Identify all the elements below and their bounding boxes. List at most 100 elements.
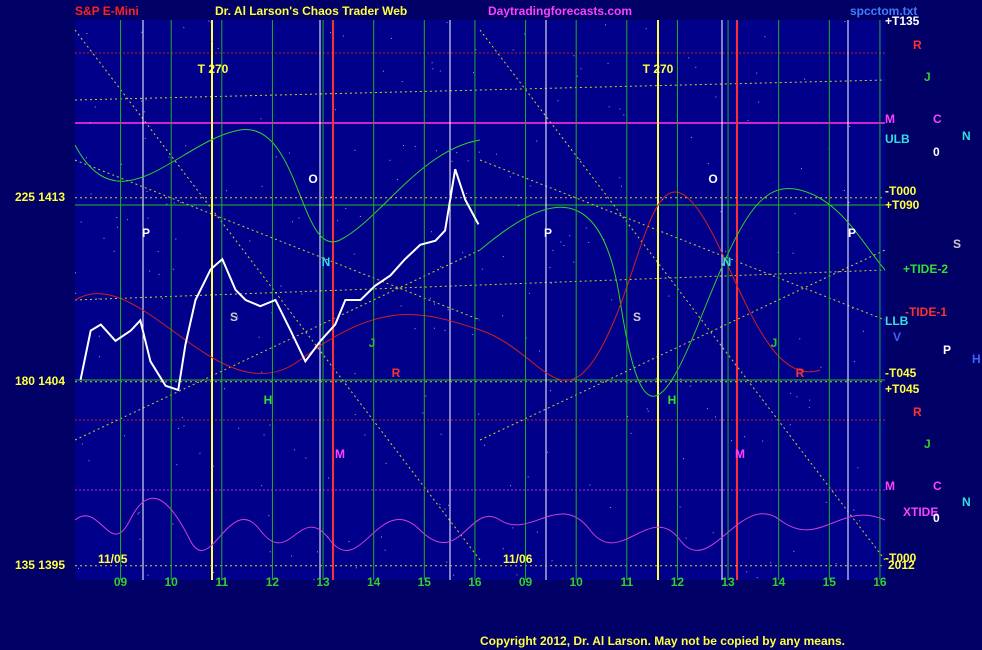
- x-tick-label: 09: [114, 575, 128, 589]
- annotation: S: [230, 310, 238, 324]
- x-tick-label: 11: [215, 575, 228, 589]
- star: [353, 253, 355, 255]
- star: [569, 235, 571, 237]
- star: [313, 579, 315, 581]
- star: [770, 562, 772, 564]
- star: [744, 436, 746, 438]
- star: [573, 261, 575, 263]
- star: [120, 163, 122, 165]
- star: [510, 485, 512, 487]
- star: [789, 424, 791, 426]
- x-tick-label: 14: [367, 575, 381, 589]
- annotation: M: [335, 447, 345, 461]
- x-tick-label: 16: [468, 575, 482, 589]
- star: [862, 330, 864, 332]
- annotation: N: [723, 255, 732, 269]
- star: [447, 309, 449, 311]
- star: [168, 156, 170, 158]
- star: [536, 531, 538, 533]
- star: [793, 550, 795, 552]
- annotation: O: [308, 172, 317, 186]
- star: [557, 100, 559, 102]
- star: [528, 292, 530, 294]
- star: [764, 36, 766, 38]
- right-label: S: [953, 237, 961, 251]
- star: [364, 434, 366, 436]
- annotation: R: [796, 366, 805, 380]
- star: [627, 416, 629, 418]
- star: [261, 371, 263, 373]
- star: [80, 221, 82, 223]
- right-label: M: [885, 112, 895, 126]
- star: [301, 293, 303, 295]
- star: [512, 49, 514, 51]
- star: [706, 408, 708, 410]
- x-tick-label: 10: [165, 575, 179, 589]
- star: [466, 192, 468, 194]
- star: [78, 567, 80, 569]
- star: [86, 33, 88, 35]
- copyright: Copyright 2012, Dr. Al Larson. May not b…: [480, 634, 845, 648]
- annotation: H: [264, 393, 273, 407]
- star: [852, 308, 854, 310]
- star: [800, 168, 802, 170]
- star: [446, 22, 448, 24]
- star: [261, 485, 263, 487]
- star: [758, 101, 760, 103]
- star: [208, 20, 210, 22]
- right-label: +T135: [885, 14, 920, 28]
- star: [354, 149, 356, 151]
- star: [429, 297, 431, 299]
- plot-area: [75, 20, 885, 580]
- star: [447, 504, 449, 506]
- star: [124, 435, 126, 437]
- right-label: C: [933, 479, 942, 493]
- star: [668, 295, 670, 297]
- star: [158, 273, 160, 275]
- star: [440, 433, 442, 435]
- star: [449, 107, 451, 109]
- star: [549, 267, 551, 269]
- x-tick-label: 10: [570, 575, 584, 589]
- star: [382, 70, 384, 72]
- star: [857, 467, 859, 469]
- star: [462, 252, 464, 254]
- star: [518, 205, 520, 207]
- star: [825, 501, 827, 503]
- star: [269, 424, 271, 426]
- star: [354, 414, 356, 416]
- star: [453, 574, 455, 576]
- right-label: -TIDE-1: [905, 305, 947, 319]
- star: [605, 24, 607, 26]
- annotation: P: [544, 226, 552, 240]
- right-label: P: [943, 343, 951, 357]
- annotation: J: [771, 336, 778, 350]
- header-file: spcctom.txt: [850, 4, 917, 18]
- star: [495, 153, 497, 155]
- right-label: C: [933, 112, 942, 126]
- right-label: V: [893, 330, 901, 344]
- star: [551, 560, 553, 562]
- star: [316, 551, 318, 553]
- star: [611, 299, 613, 301]
- star: [843, 190, 845, 192]
- star: [172, 268, 174, 270]
- star: [342, 35, 344, 37]
- star: [397, 178, 399, 180]
- star: [630, 432, 632, 434]
- annotation: T 270: [198, 62, 229, 76]
- star: [478, 413, 480, 415]
- star: [746, 571, 748, 573]
- star: [472, 72, 474, 74]
- star: [467, 160, 469, 162]
- star: [579, 158, 581, 160]
- star: [715, 416, 717, 418]
- annotation: M: [735, 447, 745, 461]
- star: [655, 377, 657, 379]
- right-label: +T090: [885, 198, 920, 212]
- star: [799, 338, 801, 340]
- star: [183, 27, 185, 29]
- star: [337, 220, 339, 222]
- star: [725, 250, 727, 252]
